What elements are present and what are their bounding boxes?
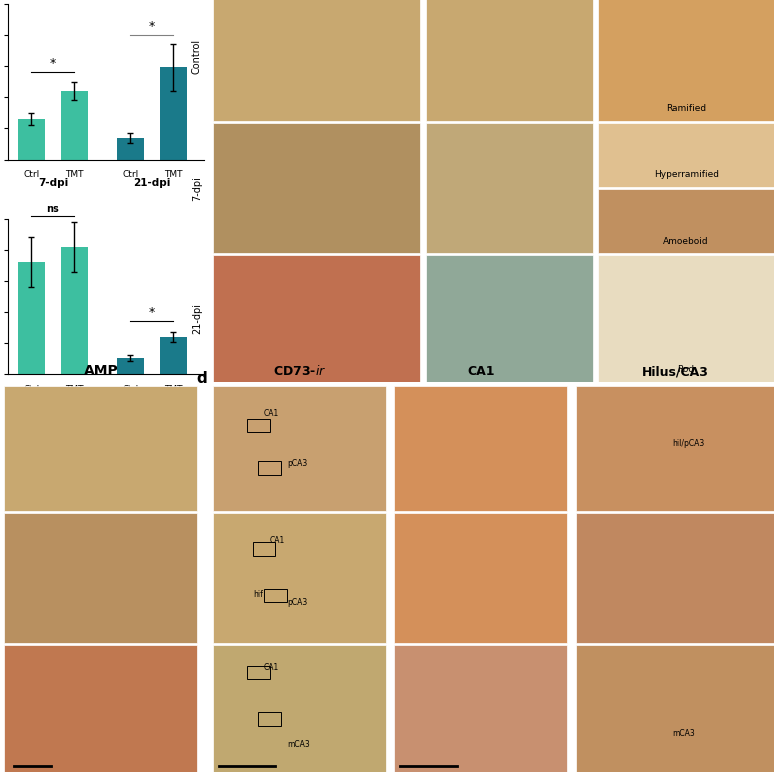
Text: Ctrl: Ctrl bbox=[23, 171, 39, 179]
Text: d: d bbox=[196, 371, 207, 385]
Bar bbox=[213, 123, 420, 253]
Text: CA1: CA1 bbox=[264, 408, 279, 418]
Bar bbox=[598, 189, 774, 253]
Bar bbox=[253, 542, 276, 556]
Text: *: * bbox=[149, 306, 155, 319]
Bar bbox=[598, 0, 774, 121]
Bar bbox=[395, 645, 567, 772]
Text: CD73-$\it{ir}$: CD73-$\it{ir}$ bbox=[272, 364, 326, 378]
Bar bbox=[264, 588, 286, 602]
Text: *: * bbox=[50, 57, 56, 70]
Bar bbox=[117, 358, 144, 374]
Bar bbox=[247, 665, 270, 679]
Text: TMT: TMT bbox=[164, 171, 183, 179]
Text: pCA3: pCA3 bbox=[286, 459, 307, 468]
Text: Ctrl: Ctrl bbox=[122, 171, 139, 179]
Text: Ctrl: Ctrl bbox=[23, 385, 39, 394]
Bar bbox=[426, 0, 593, 121]
Text: TMT: TMT bbox=[65, 171, 84, 179]
Bar bbox=[576, 386, 774, 511]
Bar bbox=[160, 67, 187, 160]
Bar bbox=[61, 247, 87, 374]
Text: CA1: CA1 bbox=[264, 663, 279, 672]
Text: hil/pCA3: hil/pCA3 bbox=[672, 439, 704, 449]
Bar bbox=[247, 418, 270, 432]
Text: mCA3: mCA3 bbox=[286, 740, 310, 750]
Text: *: * bbox=[149, 19, 155, 32]
Bar bbox=[213, 645, 386, 772]
Bar bbox=[426, 123, 593, 253]
Bar bbox=[426, 256, 593, 382]
Bar bbox=[213, 256, 420, 382]
Bar bbox=[576, 645, 774, 772]
Text: 7-dpi: 7-dpi bbox=[192, 176, 202, 201]
Bar bbox=[213, 386, 386, 511]
Text: Rod: Rod bbox=[677, 365, 695, 374]
Bar bbox=[259, 712, 281, 726]
Bar bbox=[4, 386, 197, 511]
Bar bbox=[61, 91, 87, 160]
Bar bbox=[213, 0, 420, 121]
Bar bbox=[4, 513, 197, 642]
Bar bbox=[18, 262, 45, 374]
Text: 21-dpi: 21-dpi bbox=[192, 303, 202, 334]
Text: Hyperramified: Hyperramified bbox=[654, 171, 719, 179]
Text: CA1: CA1 bbox=[270, 536, 285, 545]
Bar bbox=[117, 137, 144, 160]
Bar bbox=[160, 337, 187, 374]
Text: ns: ns bbox=[46, 205, 60, 215]
Bar bbox=[213, 513, 386, 642]
Bar bbox=[259, 461, 281, 475]
Bar bbox=[598, 123, 774, 188]
Text: CA1: CA1 bbox=[467, 365, 495, 378]
Bar bbox=[18, 119, 45, 160]
Text: Hilus/CA3: Hilus/CA3 bbox=[642, 365, 708, 378]
Text: Amoeboid: Amoeboid bbox=[663, 237, 709, 245]
Bar bbox=[576, 513, 774, 642]
Bar bbox=[4, 645, 197, 772]
Text: Control: Control bbox=[192, 39, 202, 74]
Text: Ctrl: Ctrl bbox=[122, 385, 139, 394]
Text: hif: hif bbox=[253, 590, 262, 599]
Bar bbox=[598, 256, 774, 382]
Text: pCA3: pCA3 bbox=[286, 598, 307, 607]
Text: AMP: AMP bbox=[84, 364, 119, 378]
Text: TMT: TMT bbox=[164, 385, 183, 394]
Bar bbox=[395, 513, 567, 642]
Text: TMT: TMT bbox=[65, 385, 84, 394]
Text: Ramified: Ramified bbox=[666, 104, 706, 113]
Bar bbox=[395, 386, 567, 511]
Text: mCA3: mCA3 bbox=[672, 729, 695, 738]
